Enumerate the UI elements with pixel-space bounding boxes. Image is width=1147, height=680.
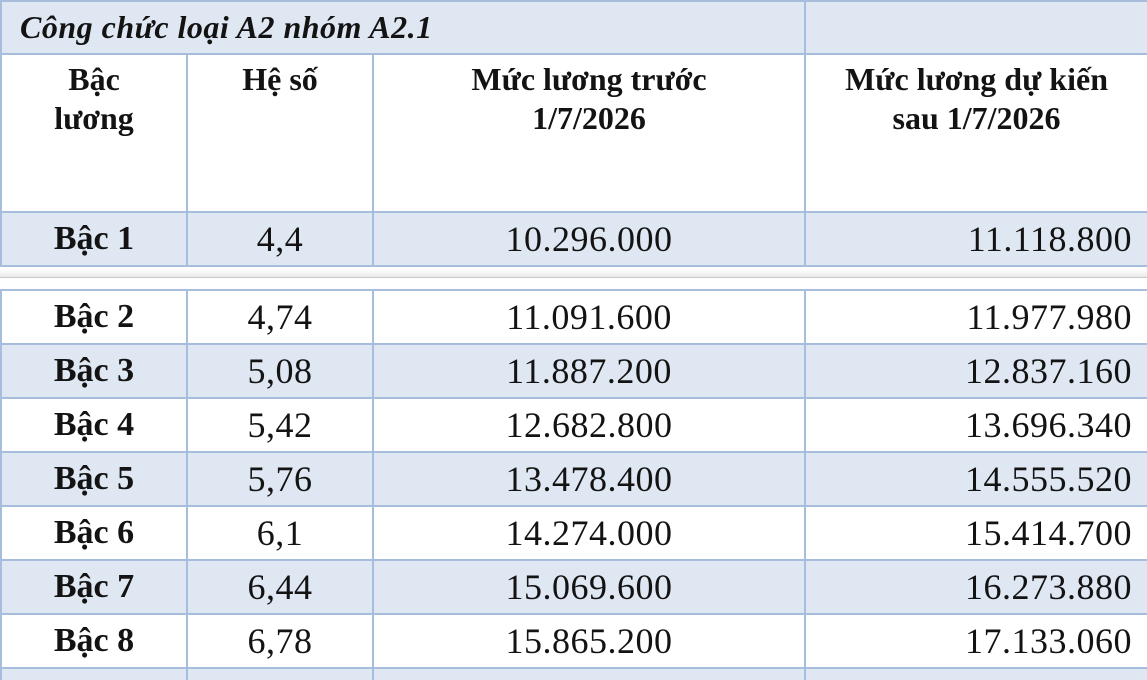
salary-before-cell: 15.865.200 <box>372 613 806 669</box>
coefficient-cell: 4,74 <box>186 289 374 345</box>
salary-after-cell: 17.133.060 <box>804 613 1147 669</box>
coefficient-cell: 5,42 <box>186 397 374 453</box>
salary-after-cell: 16.273.880 <box>804 559 1147 615</box>
table-row: Bậc 8 6,78 15.865.200 17.133.060 <box>0 613 1147 669</box>
coefficient-cell: 4,4 <box>186 211 374 267</box>
salary-after-cell: 13.696.340 <box>804 397 1147 453</box>
col-header-level-label: Bậc lương <box>54 61 134 137</box>
table-row: Bậc 2 4,74 11.091.600 11.977.980 <box>0 289 1147 345</box>
table-row-clipped <box>0 667 1147 680</box>
salary-before-cell: 11.887.200 <box>372 343 806 399</box>
col-header-salary-before-label: Mức lương trước 1/7/2026 <box>471 61 707 137</box>
coefficient-cell: 6,44 <box>186 559 374 615</box>
coefficient-cell: 5,08 <box>186 343 374 399</box>
col-header-salary-before: Mức lương trước 1/7/2026 <box>371 53 807 213</box>
salary-before-cell <box>372 667 806 680</box>
col-header-coefficient: Hệ số <box>186 53 374 213</box>
table-row: Bậc 7 6,44 15.069.600 16.273.880 <box>0 559 1147 615</box>
coefficient-cell: 6,1 <box>186 505 374 561</box>
table-title-row: Công chức loại A2 nhóm A2.1 <box>0 0 1147 55</box>
table-row: Bậc 4 5,42 12.682.800 13.696.340 <box>0 397 1147 453</box>
salary-after-cell: 15.414.700 <box>804 505 1147 561</box>
salary-after-cell: 11.118.800 <box>804 211 1147 267</box>
section-divider <box>0 269 1147 278</box>
table-header-row: Bậc lương Hệ số Mức lương trước 1/7/2026… <box>0 53 1147 213</box>
coefficient-cell: 5,76 <box>186 451 374 507</box>
coefficient-cell: 6,78 <box>186 613 374 669</box>
table-row: Bậc 1 4,4 10.296.000 11.118.800 <box>0 211 1147 267</box>
salary-table-bottom-section: Bậc 2 4,74 11.091.600 11.977.980 Bậc 3 5… <box>0 289 1147 680</box>
col-header-coefficient-label: Hệ số <box>242 61 318 97</box>
salary-before-cell: 14.274.000 <box>372 505 806 561</box>
salary-after-cell: 11.977.980 <box>804 289 1147 345</box>
salary-before-cell: 12.682.800 <box>372 397 806 453</box>
table-title-spacer-cell <box>804 0 1147 55</box>
level-cell: Bậc 6 <box>0 505 188 561</box>
table-row: Bậc 3 5,08 11.887.200 12.837.160 <box>0 343 1147 399</box>
salary-before-cell: 10.296.000 <box>371 211 807 267</box>
salary-table-top-section: Công chức loại A2 nhóm A2.1 Bậc lương Hệ… <box>0 0 1147 267</box>
salary-before-cell: 15.069.600 <box>372 559 806 615</box>
table-title: Công chức loại A2 nhóm A2.1 <box>0 0 807 55</box>
level-cell <box>0 667 188 680</box>
level-cell: Bậc 1 <box>0 211 188 267</box>
level-cell: Bậc 7 <box>0 559 188 615</box>
level-cell: Bậc 4 <box>0 397 188 453</box>
level-cell: Bậc 2 <box>0 289 188 345</box>
col-header-level: Bậc lương <box>0 53 188 213</box>
table-row: Bậc 6 6,1 14.274.000 15.414.700 <box>0 505 1147 561</box>
salary-before-cell: 11.091.600 <box>372 289 806 345</box>
level-cell: Bậc 8 <box>0 613 188 669</box>
coefficient-cell <box>186 667 374 680</box>
table-row: Bậc 5 5,76 13.478.400 14.555.520 <box>0 451 1147 507</box>
level-cell: Bậc 5 <box>0 451 188 507</box>
salary-before-cell: 13.478.400 <box>372 451 806 507</box>
col-header-salary-after-label: Mức lương dự kiến sau 1/7/2026 <box>845 61 1108 137</box>
col-header-salary-after: Mức lương dự kiến sau 1/7/2026 <box>804 53 1147 213</box>
salary-after-cell: 14.555.520 <box>804 451 1147 507</box>
level-cell: Bậc 3 <box>0 343 188 399</box>
salary-after-cell <box>804 667 1147 680</box>
salary-after-cell: 12.837.160 <box>804 343 1147 399</box>
